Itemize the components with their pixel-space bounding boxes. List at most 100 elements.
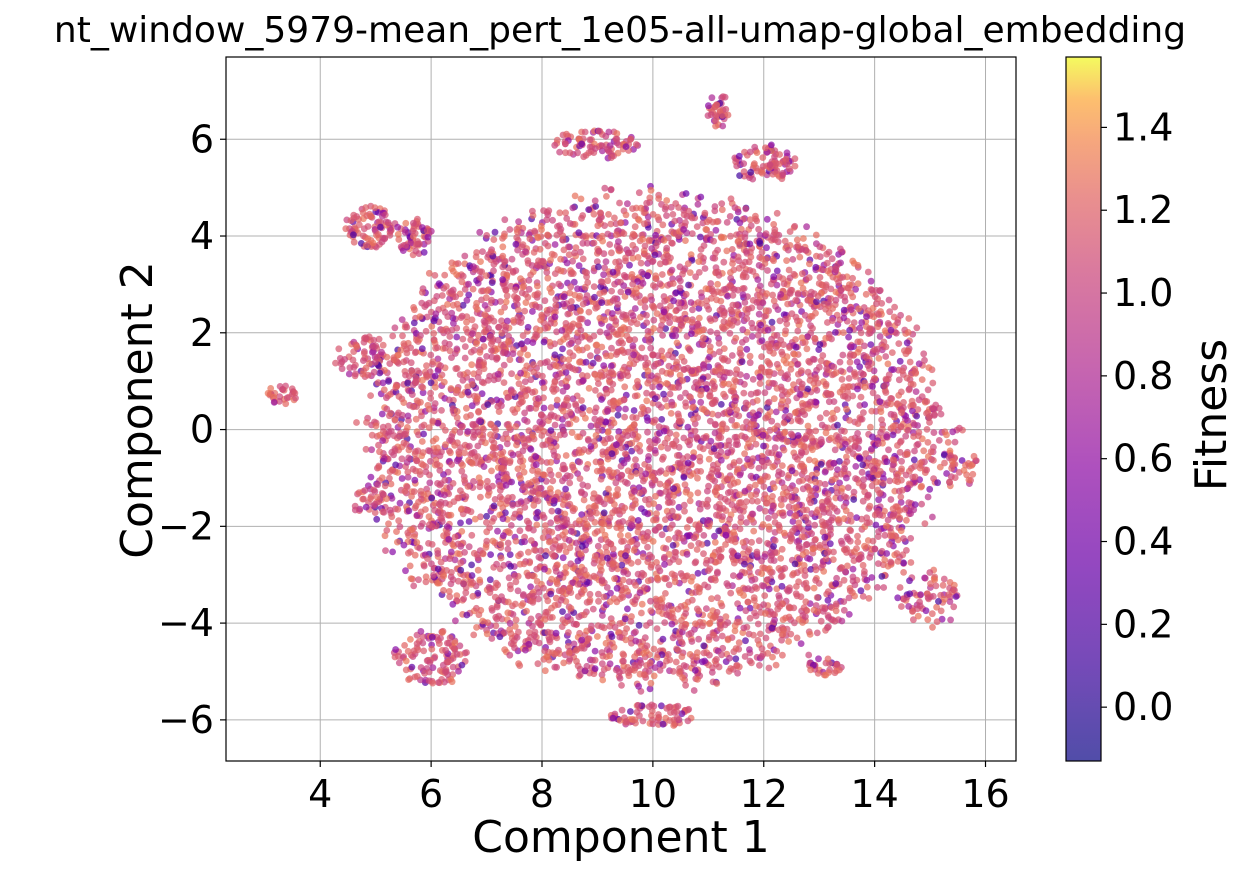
scatter-point <box>771 616 778 624</box>
scatter-point <box>809 355 817 363</box>
scatter-point <box>762 414 770 422</box>
scatter-point <box>897 388 905 396</box>
scatter-point <box>603 584 611 591</box>
scatter-point <box>590 210 598 218</box>
scatter-point <box>813 594 821 601</box>
scatter-point <box>634 528 642 536</box>
scatter-point <box>522 646 529 654</box>
scatter-point <box>865 595 873 602</box>
scatter-point <box>438 292 446 299</box>
scatter-point <box>517 474 524 482</box>
scatter-point <box>645 237 653 245</box>
scatter-point <box>776 527 783 534</box>
scatter-point <box>609 545 617 553</box>
scatter-point <box>779 512 787 519</box>
scatter-point <box>763 244 770 252</box>
scatter-point <box>504 435 511 443</box>
scatter-point <box>643 397 651 405</box>
scatter-point <box>507 562 514 570</box>
scatter-point <box>802 541 810 549</box>
scatter-point <box>687 542 695 550</box>
scatter-point <box>606 652 614 660</box>
scatter-point <box>638 344 646 352</box>
scatter-point <box>460 595 468 603</box>
scatter-point <box>422 578 430 586</box>
scatter-point <box>469 285 477 293</box>
scatter-point <box>415 498 422 506</box>
scatter-point <box>832 494 840 502</box>
scatter-point <box>896 438 904 446</box>
scatter-point <box>603 548 611 556</box>
scatter-point <box>582 232 590 240</box>
scatter-point <box>488 347 495 354</box>
scatter-point <box>575 295 583 302</box>
scatter-point <box>832 296 840 304</box>
scatter-point <box>742 205 750 213</box>
scatter-point <box>622 311 630 319</box>
scatter-point <box>773 385 781 392</box>
scatter-point <box>738 339 746 346</box>
scatter-point <box>696 453 704 461</box>
scatter-point <box>877 429 884 436</box>
scatter-point <box>809 324 816 332</box>
scatter-point <box>629 254 637 262</box>
scatter-point <box>610 419 618 427</box>
scatter-point <box>693 546 701 553</box>
scatter-point <box>894 558 902 565</box>
scatter-point <box>853 358 861 366</box>
scatter-point <box>515 218 522 226</box>
scatter-point <box>585 504 593 511</box>
scatter-point <box>613 351 620 358</box>
scatter-point <box>468 316 476 324</box>
scatter-point <box>477 493 484 501</box>
scatter-point <box>606 241 614 248</box>
scatter-point <box>471 323 479 331</box>
scatter-point <box>665 535 673 543</box>
scatter-point <box>900 559 907 567</box>
scatter-point <box>411 551 419 559</box>
scatter-point <box>509 493 516 501</box>
scatter-point <box>641 296 649 303</box>
scatter-point <box>739 424 747 431</box>
scatter-point <box>791 351 798 358</box>
scatter-point <box>717 434 725 441</box>
scatter-point <box>553 514 561 522</box>
scatter-point <box>859 593 867 600</box>
scatter-point <box>619 650 627 658</box>
scatter-point <box>743 372 750 380</box>
scatter-point <box>797 417 804 425</box>
scatter-point <box>711 383 718 390</box>
scatter-point <box>479 335 487 343</box>
scatter-point <box>635 682 642 690</box>
scatter-point <box>858 415 866 423</box>
scatter-point <box>727 589 735 597</box>
scatter-point <box>397 346 405 354</box>
scatter-point <box>418 289 426 296</box>
scatter-point <box>427 395 435 402</box>
scatter-point <box>541 565 548 573</box>
scatter-point <box>570 640 578 648</box>
scatter-point <box>463 318 470 326</box>
scatter-point <box>715 546 723 554</box>
scatter-point <box>637 688 645 695</box>
scatter-point <box>797 640 805 647</box>
scatter-point <box>598 577 606 585</box>
scatter-point <box>920 447 928 455</box>
scatter-point <box>490 317 498 325</box>
scatter-point <box>624 588 631 595</box>
scatter-point <box>561 510 569 518</box>
scatter-point <box>751 575 759 583</box>
scatter-point <box>794 242 802 250</box>
scatter-point <box>668 401 676 409</box>
scatter-point <box>672 365 680 373</box>
scatter-point <box>432 448 439 456</box>
scatter-point <box>632 456 639 464</box>
scatter-point <box>547 471 555 479</box>
scatter-point <box>449 600 457 608</box>
scatter-point <box>776 317 784 325</box>
scatter-point <box>474 428 482 436</box>
scatter-point <box>626 261 633 269</box>
scatter-point <box>884 516 892 524</box>
scatter-point <box>736 604 744 612</box>
scatter-point <box>732 334 740 342</box>
